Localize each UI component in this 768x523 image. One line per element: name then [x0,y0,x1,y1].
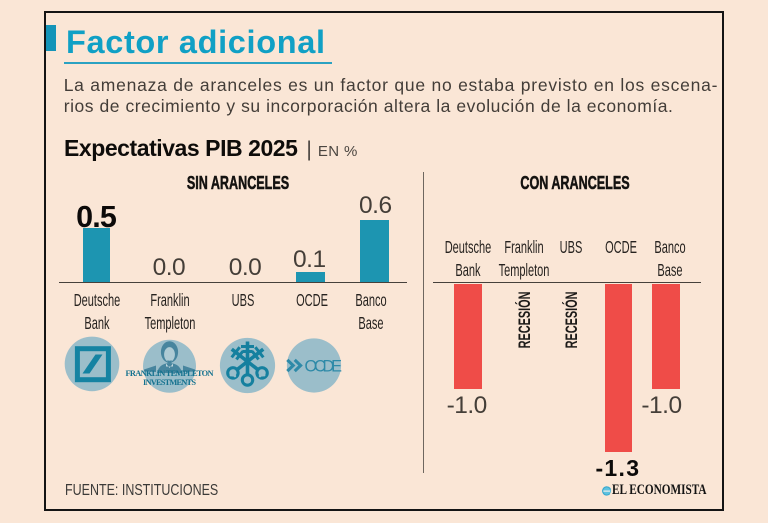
svg-text:OCDE: OCDE [305,357,343,375]
svg-text:INVESTMENTS: INVESTMENTS [143,378,196,387]
svg-text:FRANKLIN TEMPLETON: FRANKLIN TEMPLETON [126,369,214,378]
